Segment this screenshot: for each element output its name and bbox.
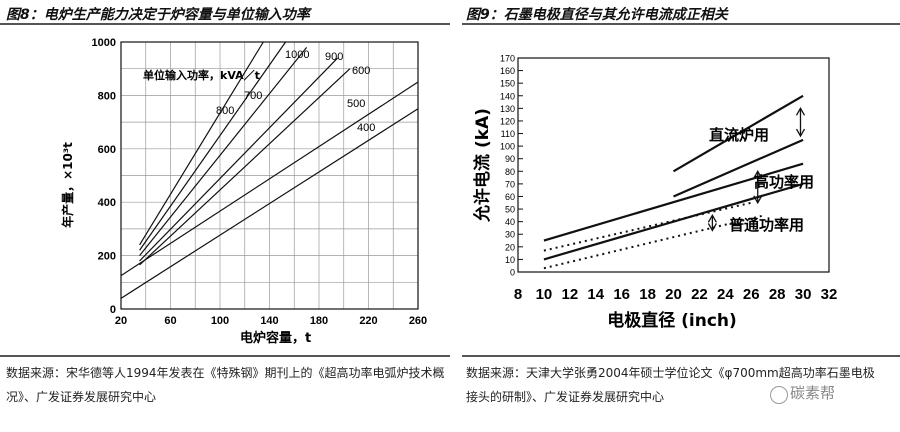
x-tick-label: 10 <box>536 286 553 303</box>
series-line <box>543 214 765 270</box>
y-tick-label: 0 <box>110 304 116 316</box>
figure-9-title: 图9：石墨电极直径与其允许电流成正相关 <box>466 7 728 23</box>
series-line <box>139 57 338 262</box>
plot-frame <box>517 57 830 273</box>
divider <box>462 355 900 357</box>
y-tick-label: 70 <box>505 179 515 189</box>
series-label: 700 <box>244 90 262 102</box>
y-tick-label: 100 <box>500 142 515 152</box>
y-tick-label: 40 <box>505 217 515 227</box>
series-line <box>672 94 804 173</box>
series-label: 900 <box>325 51 343 63</box>
range-arrowhead <box>707 223 717 232</box>
series-line <box>120 81 419 277</box>
y-tick-label: 1000 <box>92 37 116 49</box>
x-tick-label: 32 <box>821 286 838 303</box>
range-arrowhead <box>795 128 806 138</box>
series-line <box>673 138 804 198</box>
series-label: 普通功率用 <box>729 216 804 234</box>
x-axis-label: 电炉容量，t <box>240 330 311 346</box>
y-tick-label: 120 <box>500 116 515 126</box>
x-tick-label: 20 <box>665 286 682 303</box>
y-tick-label: 10 <box>505 255 515 265</box>
series-line <box>120 108 419 299</box>
x-tick-label: 30 <box>795 286 812 303</box>
watermark-logo-icon <box>770 386 788 404</box>
series-line <box>139 41 287 251</box>
x-tick-label: 8 <box>514 286 522 303</box>
source-note-right: 数据来源：天津大学张勇2004年硕士学位论文《φ700mm超高功率石墨电极接头的… <box>466 366 875 404</box>
series-label: 600 <box>352 65 370 77</box>
x-tick-label: 20 <box>115 315 127 327</box>
y-tick-label: 20 <box>505 242 515 252</box>
y-tick-label: 400 <box>98 197 116 209</box>
x-tick-label: 24 <box>717 286 734 303</box>
y-tick-label: 170 <box>500 54 515 64</box>
divider <box>0 355 450 357</box>
x-tick-label: 100 <box>211 315 229 327</box>
x-tick-label: 140 <box>260 315 278 327</box>
x-tick-label: 220 <box>359 315 377 327</box>
x-axis-label: 电极直径 (inch) <box>607 310 737 331</box>
y-tick-label: 130 <box>500 104 515 114</box>
series-line <box>139 41 264 246</box>
y-axis-label: 允许电流 (kA) <box>472 108 493 223</box>
x-tick-label: 28 <box>769 286 786 303</box>
y-tick-label: 200 <box>98 251 116 263</box>
x-tick-label: 260 <box>409 315 427 327</box>
y-tick-label: 800 <box>98 90 116 102</box>
y-tick-label: 150 <box>500 79 515 89</box>
figure-8-title: 图8：电炉生产能力决定于炉容量与单位输入功率 <box>6 7 310 23</box>
series-label: 800 <box>216 105 234 117</box>
series-label: 高功率用 <box>754 173 814 191</box>
series-line <box>543 162 804 242</box>
watermark: 碳素帮 <box>790 384 836 402</box>
y-axis-label: 年产量，×10³t <box>60 142 75 228</box>
y-tick-label: 140 <box>500 91 515 101</box>
series-line <box>139 46 308 256</box>
y-tick-label: 30 <box>505 230 515 240</box>
x-tick-label: 12 <box>561 286 578 303</box>
range-arrowhead <box>795 107 806 116</box>
x-tick-label: 18 <box>639 286 656 303</box>
x-tick-label: 22 <box>691 286 708 303</box>
y-tick-label: 60 <box>505 192 515 202</box>
y-tick-label: 90 <box>505 154 515 164</box>
x-tick-label: 16 <box>613 286 630 303</box>
series-line <box>139 68 351 266</box>
series-label: 直流炉用 <box>709 126 769 144</box>
series-label: 400 <box>357 122 375 134</box>
divider <box>462 23 900 25</box>
y-tick-label: 110 <box>501 129 515 139</box>
legend-title: 单位输入功率，kVA／t <box>143 68 260 82</box>
series-label: 1000 <box>285 49 309 61</box>
range-arrowhead <box>753 195 763 205</box>
y-tick-label: 80 <box>505 167 515 177</box>
x-tick-label: 26 <box>743 286 760 303</box>
source-note-left: 数据来源：宋华德等人1994年发表在《特殊钢》期刊上的《超高功率电弧炉技术概况》… <box>6 366 445 404</box>
y-tick-label: 160 <box>500 66 515 76</box>
x-tick-label: 180 <box>310 315 328 327</box>
range-arrowhead <box>753 169 763 179</box>
y-tick-label: 0 <box>510 268 515 278</box>
divider <box>0 23 450 25</box>
range-arrowhead <box>707 214 717 223</box>
y-tick-label: 50 <box>505 205 515 215</box>
series-label: 500 <box>347 98 365 110</box>
plot-frame <box>120 41 419 310</box>
x-tick-label: 14 <box>587 286 604 303</box>
y-tick-label: 600 <box>98 144 116 156</box>
x-tick-label: 60 <box>164 315 176 327</box>
